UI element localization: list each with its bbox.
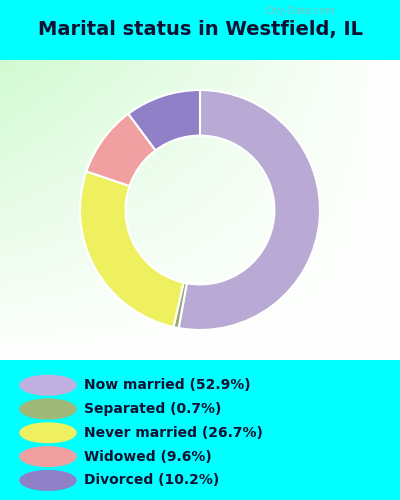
Circle shape xyxy=(20,399,76,419)
Circle shape xyxy=(20,447,76,466)
Text: Now married (52.9%): Now married (52.9%) xyxy=(84,378,251,392)
Text: Divorced (10.2%): Divorced (10.2%) xyxy=(84,474,219,488)
Wedge shape xyxy=(128,90,200,150)
Text: Widowed (9.6%): Widowed (9.6%) xyxy=(84,450,212,464)
Text: City-Data.com: City-Data.com xyxy=(265,6,335,16)
Wedge shape xyxy=(179,90,320,330)
Text: Separated (0.7%): Separated (0.7%) xyxy=(84,402,221,416)
Wedge shape xyxy=(86,114,156,186)
Wedge shape xyxy=(174,282,187,328)
Text: Never married (26.7%): Never married (26.7%) xyxy=(84,426,263,440)
Circle shape xyxy=(20,376,76,395)
Circle shape xyxy=(20,423,76,442)
Text: Marital status in Westfield, IL: Marital status in Westfield, IL xyxy=(38,20,362,40)
Wedge shape xyxy=(80,172,184,327)
Circle shape xyxy=(20,470,76,490)
